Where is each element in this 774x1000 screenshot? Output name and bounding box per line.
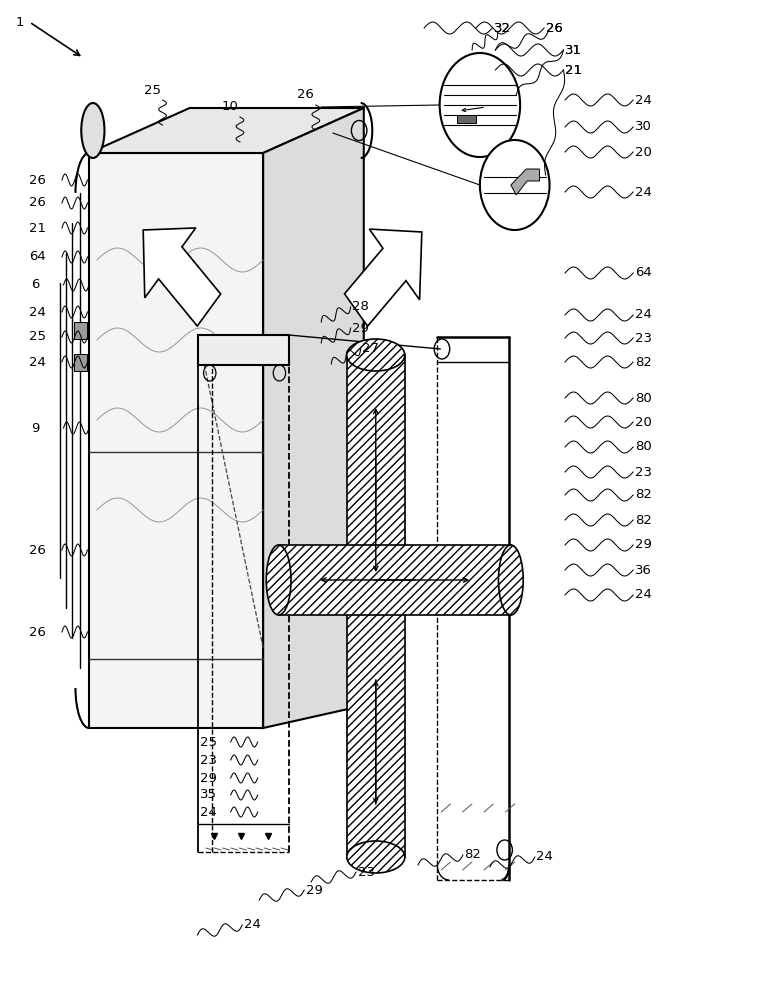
Polygon shape xyxy=(143,228,221,326)
Text: 32: 32 xyxy=(494,21,511,34)
Text: 32: 32 xyxy=(494,21,511,34)
Text: 6: 6 xyxy=(31,278,39,292)
Text: 24: 24 xyxy=(244,918,261,932)
Text: 10: 10 xyxy=(221,101,238,113)
Text: 21: 21 xyxy=(565,64,582,77)
Text: 26: 26 xyxy=(546,21,563,34)
Text: 82: 82 xyxy=(635,356,652,368)
Text: 26: 26 xyxy=(29,174,46,186)
Polygon shape xyxy=(89,153,263,728)
Text: 24: 24 xyxy=(200,806,217,818)
Text: 26: 26 xyxy=(29,544,46,556)
Text: 26: 26 xyxy=(546,21,563,34)
Text: 31: 31 xyxy=(565,43,582,56)
Text: 23: 23 xyxy=(635,466,652,479)
Text: 80: 80 xyxy=(635,391,652,404)
Text: 25: 25 xyxy=(144,84,161,97)
Circle shape xyxy=(480,140,550,230)
Text: 36: 36 xyxy=(635,564,652,576)
Text: 64: 64 xyxy=(29,250,46,263)
Ellipse shape xyxy=(81,103,104,158)
Text: 20: 20 xyxy=(635,416,652,428)
Polygon shape xyxy=(344,229,422,326)
Text: 21: 21 xyxy=(29,222,46,234)
Text: 82: 82 xyxy=(635,488,652,502)
Polygon shape xyxy=(347,355,405,857)
Text: 30: 30 xyxy=(635,120,652,133)
Polygon shape xyxy=(263,108,364,728)
Polygon shape xyxy=(511,169,539,195)
Text: 25: 25 xyxy=(200,736,217,748)
Text: 23: 23 xyxy=(200,754,217,766)
Ellipse shape xyxy=(347,841,405,873)
Text: 27: 27 xyxy=(362,342,379,356)
Text: 24: 24 xyxy=(29,356,46,368)
Text: 26: 26 xyxy=(29,196,46,210)
Text: 24: 24 xyxy=(29,306,46,318)
Text: 23: 23 xyxy=(358,865,375,879)
Text: 64: 64 xyxy=(635,266,652,279)
Text: 24: 24 xyxy=(635,588,652,601)
Text: 1: 1 xyxy=(15,15,24,28)
Text: 82: 82 xyxy=(464,848,481,861)
Text: 24: 24 xyxy=(635,186,652,198)
Polygon shape xyxy=(457,115,476,123)
Text: 24: 24 xyxy=(635,308,652,322)
Text: 25: 25 xyxy=(29,330,46,344)
Bar xyxy=(74,354,87,371)
Polygon shape xyxy=(198,335,289,365)
Text: 24: 24 xyxy=(635,94,652,106)
Text: 29: 29 xyxy=(200,772,217,784)
Text: 29: 29 xyxy=(635,538,652,552)
Text: 29: 29 xyxy=(306,884,323,896)
Text: 9: 9 xyxy=(31,422,39,434)
Text: 23: 23 xyxy=(635,332,652,344)
Circle shape xyxy=(440,53,520,157)
Text: 29: 29 xyxy=(352,322,369,334)
Text: 31: 31 xyxy=(565,43,582,56)
Text: 26: 26 xyxy=(297,89,314,102)
Text: 20: 20 xyxy=(635,145,652,158)
Text: 35: 35 xyxy=(200,788,217,802)
Polygon shape xyxy=(89,108,364,153)
Ellipse shape xyxy=(498,545,523,615)
Text: 26: 26 xyxy=(29,626,46,639)
Text: 24: 24 xyxy=(536,850,553,863)
Bar xyxy=(74,322,87,339)
Ellipse shape xyxy=(347,339,405,371)
Polygon shape xyxy=(279,545,511,615)
Text: 80: 80 xyxy=(635,440,652,454)
Text: 21: 21 xyxy=(565,64,582,77)
Ellipse shape xyxy=(266,545,291,615)
Text: 82: 82 xyxy=(635,514,652,526)
Text: 28: 28 xyxy=(352,300,369,314)
